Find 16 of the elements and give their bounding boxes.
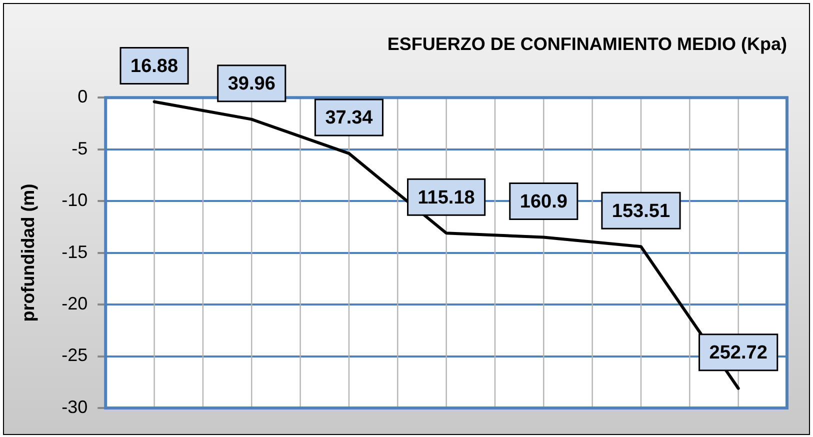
- y-tick-label: -30: [62, 396, 88, 417]
- x-tick-label: 115.18: [418, 187, 475, 208]
- y-tick-label: -10: [62, 190, 88, 210]
- x-tick-label: 16.88: [130, 56, 178, 77]
- y-tick-label: -5: [72, 138, 88, 158]
- y-tick-label: 0: [78, 86, 88, 107]
- x-tick-label: 252.72: [709, 342, 768, 364]
- y-tick-label: -25: [62, 345, 88, 366]
- y-tick-label: -20: [62, 294, 88, 314]
- x-tick-label: 39.96: [228, 74, 276, 95]
- chart-title: ESFUERZO DE CONFINAMIENTO MEDIO (Kpa): [387, 34, 787, 54]
- y-tick-label: -15: [62, 242, 88, 262]
- x-tick-label: 37.34: [325, 108, 374, 129]
- x-tick-label: 153.51: [612, 200, 670, 222]
- y-axis-title: profundidad (m): [18, 184, 38, 322]
- x-tick-label: 160.9: [520, 192, 568, 213]
